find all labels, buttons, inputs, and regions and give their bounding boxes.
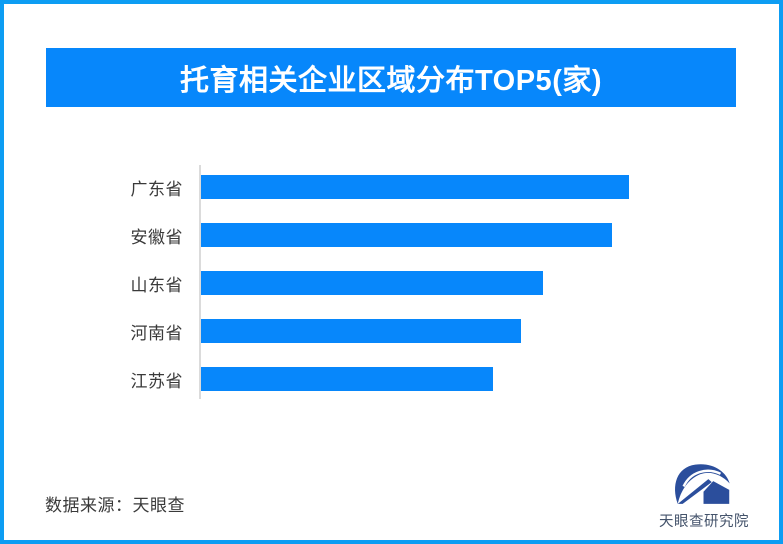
bar-track: [201, 271, 779, 295]
category-label: 江苏省: [130, 371, 183, 391]
bar: [201, 319, 521, 343]
bar-row: 安徽省: [4, 211, 779, 259]
bar-track: [201, 223, 779, 247]
category-label: 广东省: [130, 179, 183, 199]
bar-row: 广东省: [4, 163, 779, 211]
category-label: 河南省: [130, 323, 183, 343]
bar-rows: 广东省安徽省山东省河南省江苏省: [4, 163, 779, 403]
bar-row: 江苏省: [4, 355, 779, 403]
bar: [201, 223, 612, 247]
bar-chart: 广东省安徽省山东省河南省江苏省: [4, 163, 779, 403]
bar: [201, 271, 543, 295]
brand-name: 天眼查研究院: [659, 514, 749, 530]
tianyancha-eye-logo-icon: [675, 464, 730, 504]
bar-track: [201, 367, 779, 391]
page-title: 托育相关企业区域分布TOP5(家): [179, 64, 603, 97]
bar-row: 山东省: [4, 259, 779, 307]
brand-logo: 天眼查研究院: [656, 462, 752, 531]
category-label: 山东省: [130, 275, 183, 295]
bar: [201, 367, 493, 391]
bar-row: 河南省: [4, 307, 779, 355]
bar: [201, 175, 629, 199]
category-label: 安徽省: [130, 227, 183, 247]
data-source-note: 数据来源：天眼查: [45, 496, 185, 515]
bar-track: [201, 175, 779, 199]
chart-title-bar: 托育相关企业区域分布TOP5(家): [46, 48, 736, 107]
y-axis-line: [199, 165, 201, 399]
bar-track: [201, 319, 779, 343]
